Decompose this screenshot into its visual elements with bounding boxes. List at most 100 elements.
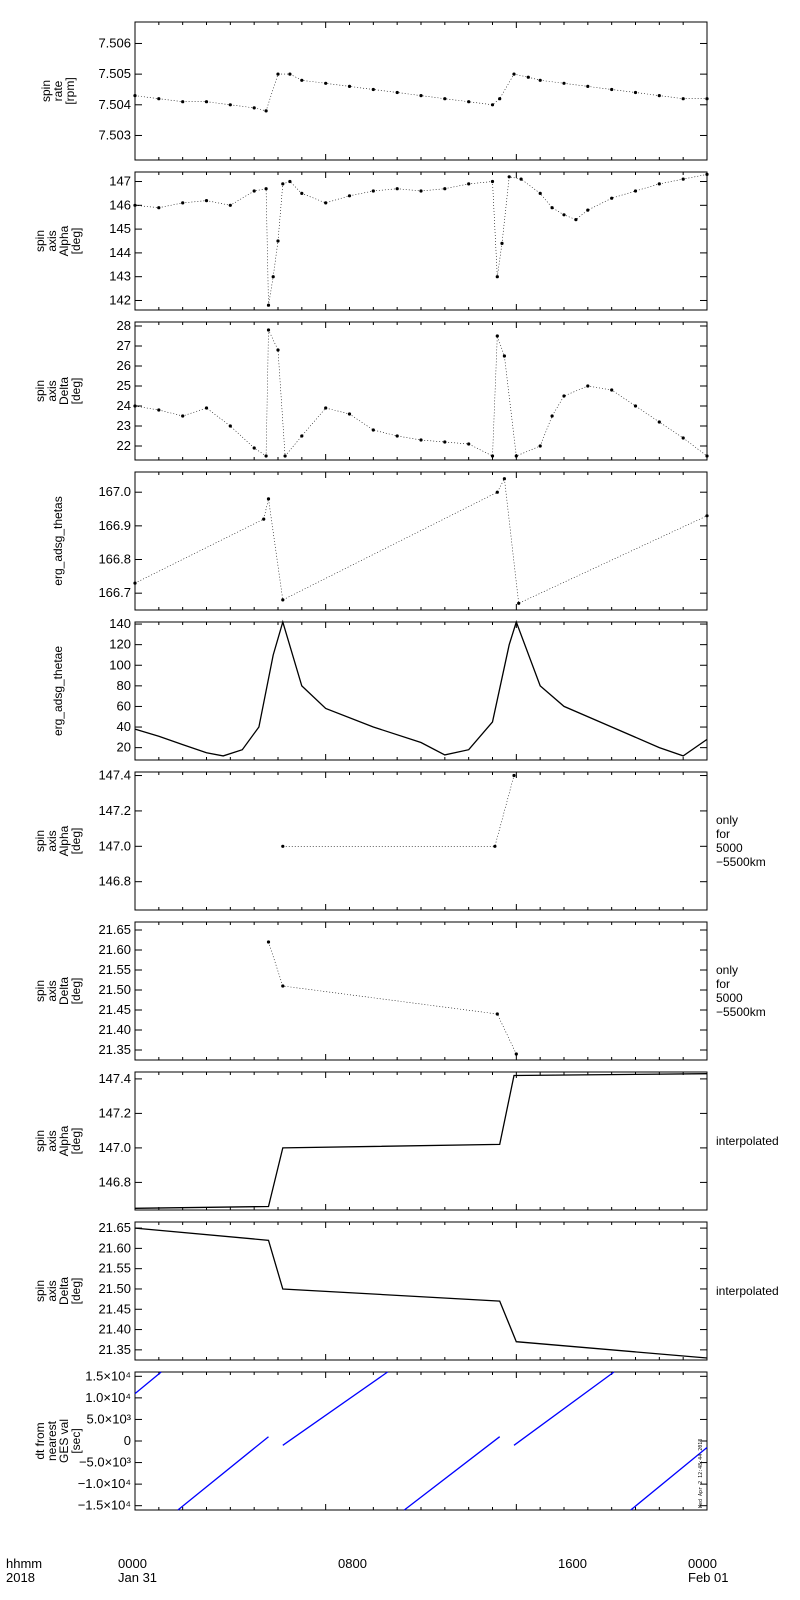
time-tick-0800: 0800 <box>338 1556 367 1571</box>
y-tick-label: 40 <box>117 719 131 734</box>
y-axis-label: spin <box>33 980 47 1002</box>
data-point <box>324 81 328 85</box>
data-point <box>495 334 499 338</box>
data-point <box>562 81 566 85</box>
data-point <box>443 97 447 101</box>
data-point <box>157 408 161 412</box>
y-tick-label: 21.60 <box>98 942 131 957</box>
date-label-feb01: Feb 01 <box>688 1570 729 1585</box>
y-tick-label: 166.9 <box>98 518 131 533</box>
series-trace <box>134 174 708 306</box>
data-point <box>371 189 375 193</box>
data-point <box>228 103 232 107</box>
data-point <box>519 177 523 181</box>
panel-frame <box>134 921 708 1061</box>
data-point <box>204 406 209 410</box>
data-point <box>276 72 280 76</box>
data-point <box>495 490 499 494</box>
y-axis-label: axis <box>45 230 59 251</box>
data-point <box>281 984 285 988</box>
data-point <box>300 191 304 195</box>
y-tick-label: 21.60 <box>98 1240 131 1255</box>
data-point <box>276 239 280 243</box>
y-tick-label: 21.40 <box>98 1322 131 1337</box>
data-point <box>705 514 709 518</box>
data-point <box>633 189 638 193</box>
data-point <box>586 84 590 88</box>
data-point <box>657 94 661 98</box>
y-tick-label: 143 <box>109 269 131 284</box>
y-tick-label: 146 <box>109 197 131 212</box>
y-tick-label: 147.0 <box>98 1140 131 1155</box>
data-point <box>610 388 614 392</box>
data-point <box>512 773 516 778</box>
y-axis-label: Alpha <box>57 225 71 256</box>
y-axis-label: [deg] <box>69 378 83 405</box>
y-tick-label: 167.0 <box>98 484 131 499</box>
y-tick-label: 146.8 <box>98 874 131 889</box>
panel-note: for <box>716 827 730 841</box>
data-point <box>371 87 375 92</box>
y-tick-label: 142 <box>109 292 131 307</box>
panel-note: interpolated <box>716 1134 779 1148</box>
data-point <box>443 187 447 191</box>
panel-7: 21.35 21.40 21.45 21.50 21.55 21.60 21.65 spina… <box>33 921 766 1061</box>
y-tick-label: −1.0×10⁴ <box>78 1476 131 1491</box>
y-axis-label: spin <box>33 230 47 252</box>
data-point <box>681 436 685 440</box>
y-tick-label: 23 <box>117 418 131 433</box>
data-point <box>681 177 685 181</box>
data-point <box>705 172 709 176</box>
y-tick-label: 21.45 <box>98 1002 131 1017</box>
data-point <box>347 194 352 198</box>
data-point <box>610 196 614 200</box>
data-point <box>324 406 328 410</box>
y-tick-label: 21.55 <box>98 1261 131 1276</box>
data-point <box>633 404 638 408</box>
y-tick-label: 147.2 <box>98 803 131 818</box>
plot-timestamp: Wed Apr 2 12:48:44 2018 <box>698 1439 704 1508</box>
data-point <box>181 201 185 205</box>
series-line <box>177 1436 269 1511</box>
series-trace <box>134 329 708 457</box>
data-point <box>395 434 399 438</box>
y-tick-label: 80 <box>117 678 131 693</box>
y-axis-label: Delta <box>57 377 71 405</box>
data-point <box>271 275 275 279</box>
panel-frame <box>134 21 708 161</box>
y-tick-label: 147.2 <box>98 1105 131 1120</box>
data-point <box>526 75 530 79</box>
y-axis-label: Delta <box>57 977 71 1005</box>
data-point <box>495 1012 499 1016</box>
data-point <box>493 844 497 848</box>
y-axis-label: axis <box>45 1280 59 1301</box>
y-tick-label: 1.5×10⁴ <box>85 1368 131 1383</box>
y-tick-label: 21.65 <box>98 1220 131 1235</box>
data-point <box>133 581 137 585</box>
data-point <box>262 517 266 521</box>
panel-note: interpolated <box>716 1284 779 1298</box>
y-axis-label: spin <box>39 80 53 102</box>
y-axis-label: GES val <box>57 1419 71 1463</box>
y-tick-label: 146.8 <box>98 1174 131 1189</box>
time-axis-labels: hhmm 2018 0000 Jan 31 0800 1600 0000 Feb… <box>0 1555 800 1600</box>
data-point <box>419 94 423 98</box>
y-axis-label: spin <box>33 1130 47 1152</box>
data-point <box>467 182 471 186</box>
y-tick-label: 21.50 <box>98 1281 131 1296</box>
series-line <box>630 1446 708 1511</box>
data-point <box>467 100 471 104</box>
y-axis-label: rate <box>51 80 65 101</box>
y-axis-label: spin <box>33 380 47 402</box>
y-tick-label: 147.0 <box>98 838 131 853</box>
y-tick-label: 21.55 <box>98 962 131 977</box>
series-line <box>513 1371 615 1446</box>
y-axis-label: [sec] <box>69 1428 83 1453</box>
y-axis-label: [deg] <box>69 228 83 255</box>
y-tick-label: 21.35 <box>98 1042 131 1057</box>
y-axis-label: [deg] <box>69 978 83 1005</box>
data-point <box>538 444 542 448</box>
